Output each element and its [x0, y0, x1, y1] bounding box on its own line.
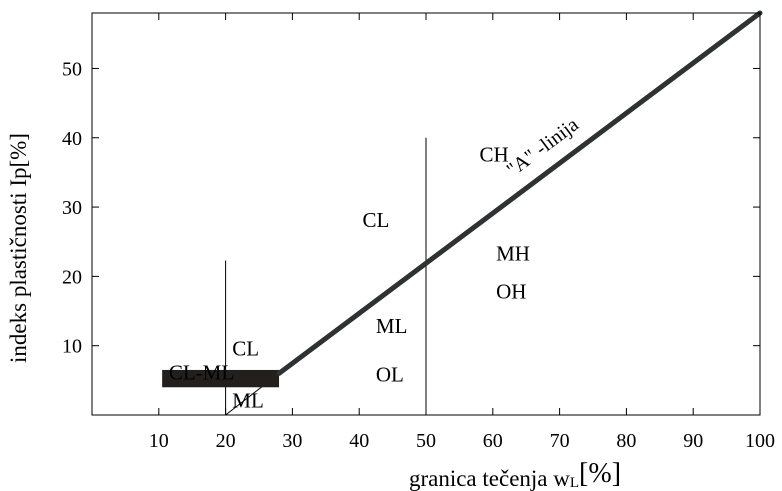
x-axis-label-unit: [%]: [579, 458, 621, 489]
region-label: MH: [496, 241, 530, 265]
region-label: OH: [496, 280, 526, 304]
x-axis-label-subscript: L: [570, 475, 579, 491]
x-tick-label: 60: [483, 430, 503, 452]
x-tick-label: 50: [416, 430, 436, 452]
region-label: CL: [232, 336, 259, 360]
region-label: CL: [363, 208, 390, 232]
x-tick-label: 70: [550, 430, 570, 452]
y-axis-label: indeks plastičnosti Ip[%]: [6, 133, 31, 363]
x-tick-label: 20: [216, 430, 236, 452]
x-axis-label-main: granica tečenja w: [409, 466, 570, 491]
x-tick-label: 40: [349, 430, 369, 452]
axes: 10 20 30 40 50 60 70 80 90 100 10 20 30 40 50: [62, 12, 775, 452]
x-tick-label: 30: [282, 430, 302, 452]
y-tick-label: 20: [62, 266, 82, 288]
region-label: CH: [479, 142, 508, 166]
x-tick-label: 90: [683, 430, 703, 452]
region-label: ML: [232, 388, 264, 412]
region-label: OL: [376, 363, 404, 387]
x-tick-label: 80: [616, 430, 636, 452]
y-tick-label: 30: [62, 197, 82, 219]
x-tick-label: 100: [745, 430, 775, 452]
region-label: ML: [376, 314, 408, 338]
x-tick-label: 10: [149, 430, 169, 452]
region-label: CL-ML: [169, 361, 234, 385]
a-line: [276, 10, 763, 376]
y-tick-label: 40: [62, 128, 82, 150]
a-line-label: "A" -linija: [503, 113, 583, 181]
y-tick-label: 10: [62, 336, 82, 358]
cl-ml-band: [162, 369, 280, 388]
y-tick-label: 50: [62, 58, 82, 80]
x-axis-label: granica tečenja wL[%]: [409, 458, 621, 491]
